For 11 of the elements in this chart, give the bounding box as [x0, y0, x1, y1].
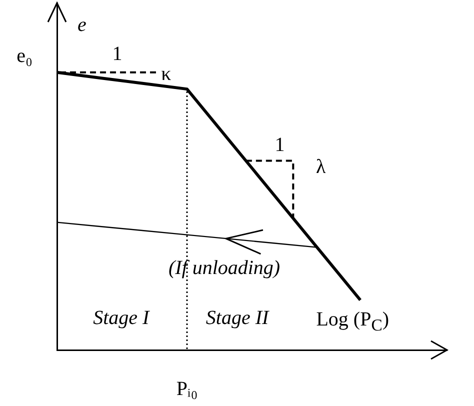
annotation: λ — [316, 156, 326, 178]
text: 1 — [112, 43, 122, 66]
annotation: κ — [161, 62, 172, 84]
annotation: Stage II — [206, 306, 269, 329]
annotation: 1 — [274, 134, 285, 156]
annotation: Stage I — [93, 306, 150, 329]
x-axis-title: Log (P$_{C}$) — [316, 308, 389, 335]
annotation: (If unloading) — [168, 256, 280, 279]
text: Pᵢ₀ — [176, 378, 198, 400]
text: e₀ — [16, 45, 32, 68]
y-axis-title: e — [78, 14, 86, 36]
